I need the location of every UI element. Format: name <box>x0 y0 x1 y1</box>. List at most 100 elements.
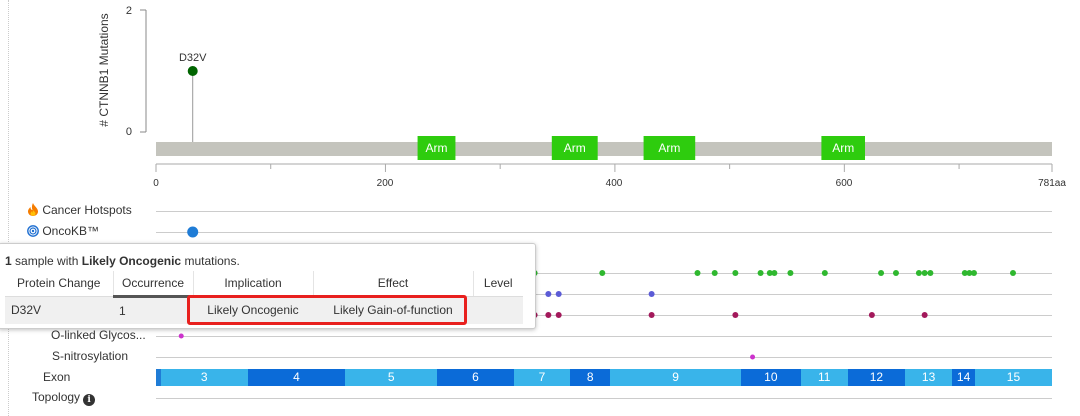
domain-arm-2[interactable] <box>551 136 598 160</box>
ptm-dot-green[interactable] <box>966 270 973 276</box>
ptm-dot-red[interactable] <box>921 312 928 318</box>
exon-segment[interactable] <box>156 369 161 386</box>
ptm-dot-red[interactable] <box>648 312 655 318</box>
x-tick-label-400: 400 <box>606 178 623 189</box>
column-header-effect[interactable]: Effect <box>313 271 474 297</box>
column-header-level[interactable]: Level <box>473 271 523 297</box>
tooltip-text-end: mutations. <box>184 254 240 268</box>
y-axis-label: # CTNNB1 Mutations <box>97 13 111 126</box>
domain-label: Arm <box>658 141 680 155</box>
oncokb-icon <box>27 225 39 237</box>
track-line-hotspots <box>156 211 1052 212</box>
exon-segment[interactable]: 8 <box>570 369 611 386</box>
domain-label: Arm <box>426 141 448 155</box>
ptm-dot-green[interactable] <box>878 270 885 276</box>
ptm-dot-green[interactable] <box>711 270 718 276</box>
x-axis-ticks <box>155 164 1053 172</box>
track-label-text: OncoKB™ <box>42 224 100 238</box>
ptm-dot-green[interactable] <box>757 270 764 276</box>
ptm-dot-blue[interactable] <box>545 291 552 297</box>
exon-segment[interactable]: 7 <box>513 369 571 386</box>
column-header-occurrence[interactable]: Occurrence <box>113 271 194 298</box>
exon-segment[interactable]: 11 <box>800 369 848 386</box>
lollipop-plot: # CTNNB1 Mutations 2 0 Arm Arm Arm Arm D32V… <box>97 5 1066 189</box>
tooltip-bold-text: Likely Oncogenic <box>81 254 182 268</box>
column-header-protein-change[interactable]: Protein Change <box>5 271 114 297</box>
track-label-text: Cancer Hotspots <box>42 203 132 217</box>
track-label-s-nitrosylation[interactable]: S-nitrosylation <box>52 349 129 363</box>
mutation-label: D32V <box>179 52 207 64</box>
ptm-dot-green[interactable] <box>1009 270 1016 276</box>
track-label-topology[interactable]: Topology i <box>32 390 96 406</box>
track-label-oncokb[interactable]: OncoKB™ <box>27 224 99 238</box>
exon-segment[interactable]: 12 <box>847 369 906 386</box>
ptm-dot-green[interactable] <box>961 270 968 276</box>
ptm-dot-green[interactable] <box>970 270 977 276</box>
flame-icon <box>28 203 38 216</box>
exon-segment[interactable]: 15 <box>975 369 1052 386</box>
table-header-row: Protein Change Occurrence Implication Ef… <box>5 271 523 298</box>
tooltip-count: 1 <box>5 254 12 268</box>
y-tick-label-2: 2 <box>126 5 132 17</box>
ptm-dot-green[interactable] <box>766 270 773 276</box>
ptm-dot-green[interactable] <box>787 270 794 276</box>
column-header-implication[interactable]: Implication <box>193 271 314 297</box>
s-nitrosylation-dot[interactable] <box>750 354 756 360</box>
exon-segment[interactable]: 6 <box>437 369 514 386</box>
tooltip-summary: 1 sample with Likely Oncogenic mutations… <box>5 254 240 268</box>
cell-implication: Likely Oncogenic <box>193 296 313 324</box>
x-tick-label-0: 0 <box>153 178 159 189</box>
x-tick-label-600: 600 <box>836 178 853 189</box>
o-linked-dot[interactable] <box>178 333 184 339</box>
track-label-o-linked[interactable]: O-linked Glycos... <box>51 328 146 342</box>
ptm-dot-green[interactable] <box>694 270 701 276</box>
cell-effect: Likely Gain-of-function <box>313 296 473 324</box>
exon-track: 3 4 5 6 7 8 9 10 11 12 13 14 15 <box>156 369 1052 386</box>
table-row: D32V 1 Likely Oncogenic Likely Gain-of-f… <box>5 296 523 324</box>
track-line-snitro <box>156 357 1052 358</box>
track-line-ptm-2 <box>156 294 1052 295</box>
exon-segment[interactable]: 4 <box>247 369 346 386</box>
oncokb-dot[interactable] <box>187 226 199 238</box>
domain-arm-1[interactable] <box>417 136 456 160</box>
domain-arm-4[interactable] <box>821 136 865 160</box>
oncokb-tooltip: 1 sample with Likely Oncogenic mutations… <box>0 243 536 329</box>
x-tick-label-781: 781aa <box>1038 178 1066 189</box>
ptm-dot-red[interactable] <box>732 312 739 318</box>
exon-segment[interactable]: 14 <box>952 369 976 386</box>
track-label-exon[interactable]: Exon <box>43 370 71 384</box>
ptm-dot-blue[interactable] <box>555 291 562 297</box>
ptm-dot-green[interactable] <box>732 270 739 276</box>
domain-label: Arm <box>832 141 854 155</box>
exon-segment[interactable]: 3 <box>160 369 248 386</box>
domain-group: Arm Arm Arm Arm <box>417 136 865 160</box>
panel-border <box>8 0 9 416</box>
domain-arm-3[interactable] <box>643 136 696 160</box>
exon-segment[interactable]: 10 <box>741 369 801 386</box>
track-line-ptm-3 <box>156 315 1052 316</box>
exon-segment[interactable]: 9 <box>610 369 742 386</box>
x-tick-label-200: 200 <box>377 178 394 189</box>
cell-occurrence: 1 <box>113 296 193 324</box>
tooltip-text-mid: sample with <box>15 254 79 268</box>
ptm-dot-green[interactable] <box>927 270 934 276</box>
ptm-dot-red[interactable] <box>555 312 562 318</box>
ptm-dot-red[interactable] <box>868 312 875 318</box>
exon-segment[interactable]: 5 <box>345 369 438 386</box>
info-icon[interactable]: i <box>83 394 96 406</box>
ptm-dot-green[interactable] <box>599 270 606 276</box>
exon-segment[interactable]: 13 <box>905 369 953 386</box>
track-label-cancer-hotspots[interactable]: Cancer Hotspots <box>27 203 132 217</box>
ptm-dot-green[interactable] <box>821 270 828 276</box>
ptm-dot-green[interactable] <box>915 270 922 276</box>
ptm-dot-green[interactable] <box>892 270 899 276</box>
ptm-dot-green[interactable] <box>771 270 778 276</box>
lollipop-head-d32v[interactable] <box>187 66 198 76</box>
ptm-dot-green[interactable] <box>921 270 928 276</box>
tooltip-table: Protein Change Occurrence Implication Ef… <box>5 271 523 324</box>
track-label-text: Topology <box>32 390 81 404</box>
ptm-dot-red[interactable] <box>545 312 552 318</box>
ptm-dot-blue[interactable] <box>648 291 655 297</box>
